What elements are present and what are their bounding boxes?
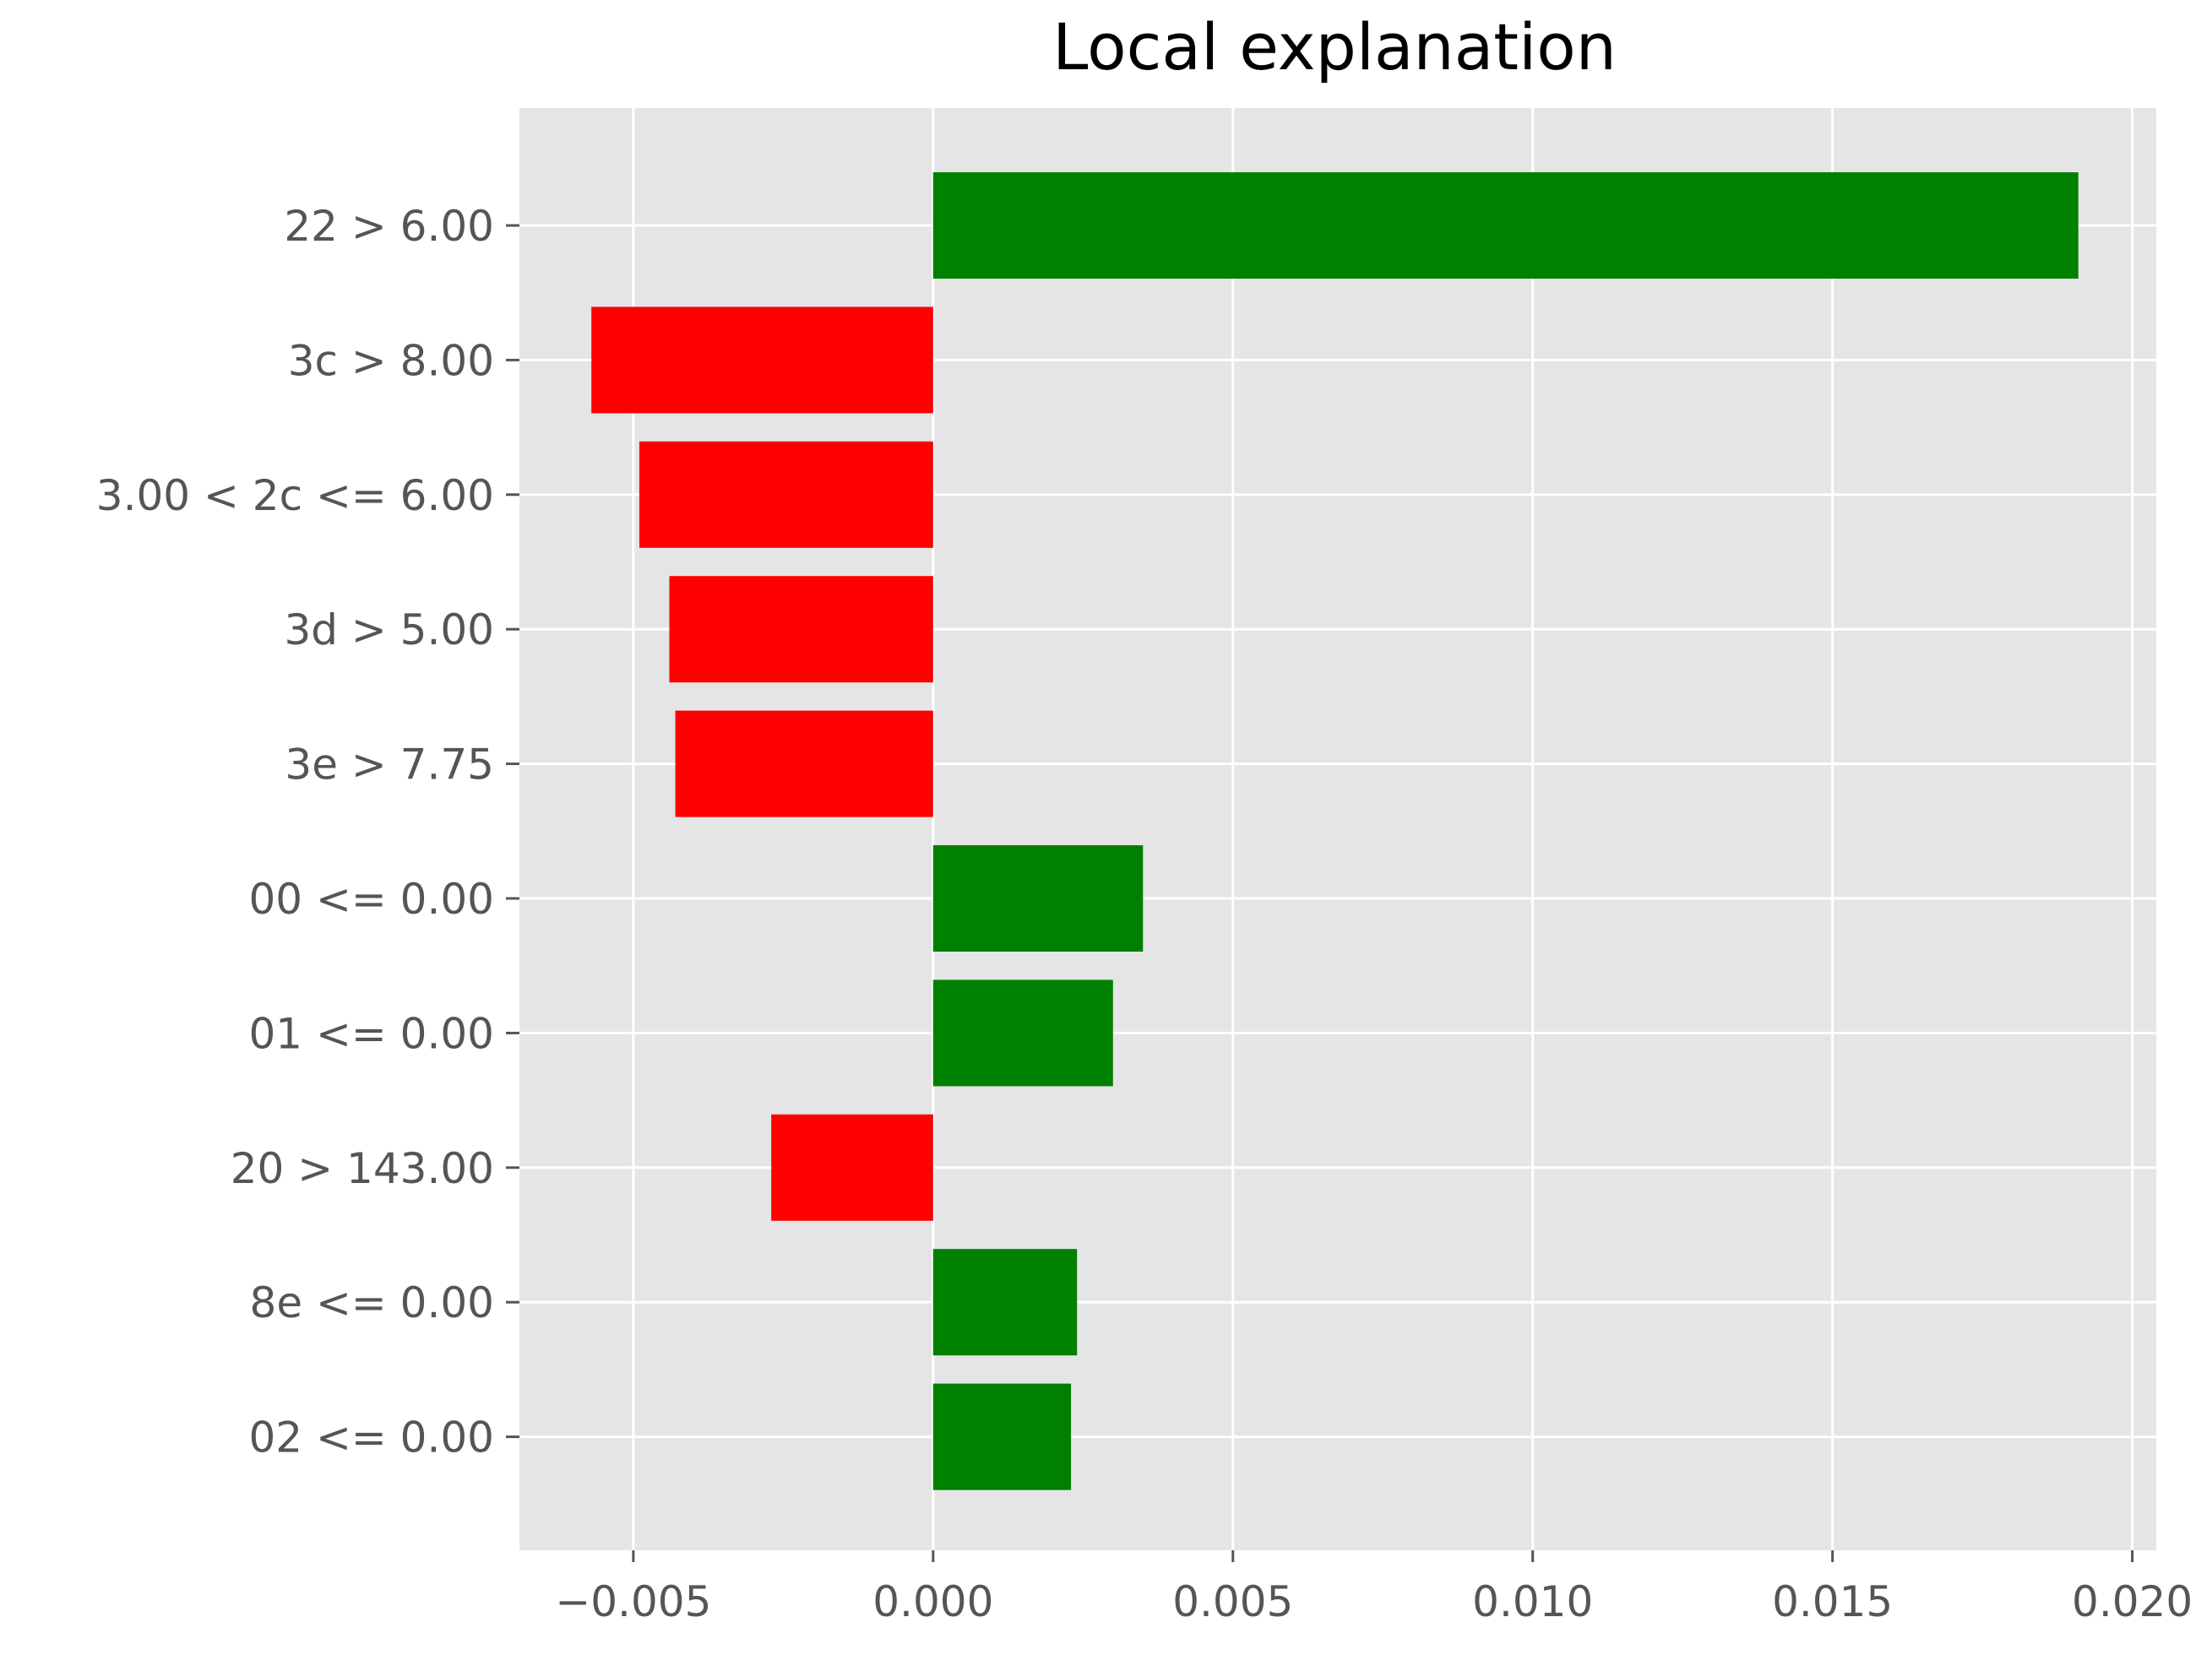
y-tick-label: 20 > 143.00: [231, 1144, 494, 1193]
chart-title: Local explanation: [1052, 9, 1617, 84]
y-tick-label: 3c > 8.00: [288, 336, 494, 385]
bar-negative: [591, 307, 933, 414]
y-tick-label: 02 <= 0.00: [248, 1414, 494, 1462]
bar-positive: [932, 979, 1113, 1087]
x-axis: −0.005 0.000 0.005 0.010 0.015 0.020: [555, 1550, 2193, 1626]
bar-negative: [639, 441, 933, 548]
y-tick-label: 3d > 5.00: [284, 605, 494, 654]
y-tick-label: 22 > 6.00: [284, 202, 494, 251]
bar-positive: [932, 845, 1144, 952]
x-tick-label: −0.005: [555, 1577, 711, 1626]
bar-positive: [932, 1383, 1072, 1490]
x-tick-label: 0.020: [2072, 1577, 2193, 1626]
bars: [591, 172, 2079, 1490]
x-tick-label: 0.010: [1472, 1577, 1593, 1626]
x-tick-label: 0.005: [1172, 1577, 1293, 1626]
bar-negative: [669, 576, 933, 683]
y-axis: 22 > 6.00 3c > 8.00 3.00 < 2c <= 6.00 3d > …: [96, 202, 519, 1462]
x-tick-label: 0.000: [872, 1577, 993, 1626]
bar-negative: [771, 1114, 933, 1221]
y-tick-label: 01 <= 0.00: [248, 1009, 494, 1058]
bar-negative: [675, 710, 933, 817]
y-tick-label: 3.00 < 2c <= 6.00: [96, 471, 494, 520]
y-tick-label: 3e > 7.75: [285, 741, 494, 790]
x-tick-label: 0.015: [1772, 1577, 1893, 1626]
y-tick-label: 00 <= 0.00: [248, 875, 494, 924]
y-tick-label: 8e <= 0.00: [250, 1278, 494, 1327]
bar-positive: [932, 1249, 1078, 1356]
bar-positive: [932, 172, 2079, 279]
